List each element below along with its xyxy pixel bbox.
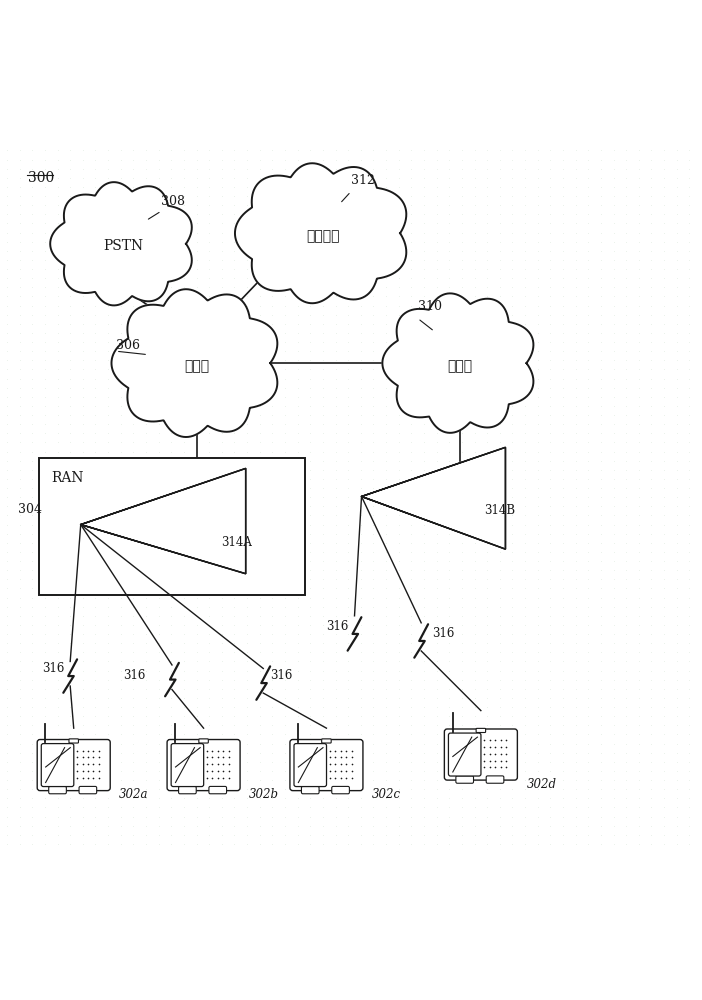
Text: PSTN: PSTN [102, 239, 143, 253]
Text: 302a: 302a [119, 788, 149, 801]
FancyBboxPatch shape [199, 739, 208, 743]
Text: 因特网: 因特网 [447, 359, 472, 373]
Text: 310: 310 [418, 300, 442, 313]
Text: 316: 316 [42, 662, 65, 675]
Text: 304: 304 [18, 503, 41, 516]
FancyBboxPatch shape [48, 786, 67, 794]
FancyBboxPatch shape [444, 729, 517, 780]
FancyBboxPatch shape [476, 728, 486, 733]
Text: 314B: 314B [484, 504, 515, 517]
FancyBboxPatch shape [209, 786, 227, 794]
Text: 核心网: 核心网 [184, 359, 209, 373]
Text: 316: 316 [432, 627, 454, 640]
FancyBboxPatch shape [290, 740, 363, 791]
Text: 其他网络: 其他网络 [306, 229, 340, 243]
FancyBboxPatch shape [456, 776, 474, 783]
Bar [39, 458, 305, 595]
FancyBboxPatch shape [486, 776, 504, 783]
Text: 306: 306 [116, 339, 140, 352]
FancyBboxPatch shape [79, 786, 97, 794]
Polygon shape [362, 447, 505, 549]
FancyBboxPatch shape [37, 740, 110, 791]
FancyBboxPatch shape [322, 739, 331, 743]
FancyBboxPatch shape [449, 733, 481, 776]
Polygon shape [112, 289, 277, 437]
Text: 302b: 302b [249, 788, 279, 801]
Text: 316: 316 [123, 669, 145, 682]
FancyBboxPatch shape [41, 744, 74, 787]
FancyBboxPatch shape [171, 744, 204, 787]
Text: 312: 312 [351, 174, 375, 187]
Text: RAN: RAN [51, 471, 84, 485]
Text: 314A: 314A [221, 536, 252, 549]
Text: 300: 300 [28, 171, 54, 185]
FancyBboxPatch shape [332, 786, 350, 794]
Polygon shape [383, 293, 534, 433]
Polygon shape [81, 468, 246, 574]
Text: 302d: 302d [526, 778, 557, 791]
FancyBboxPatch shape [178, 786, 197, 794]
Text: 302c: 302c [372, 788, 401, 801]
FancyBboxPatch shape [301, 786, 319, 794]
FancyBboxPatch shape [69, 739, 79, 743]
Text: 316: 316 [270, 669, 293, 682]
Text: 308: 308 [161, 195, 185, 208]
Polygon shape [235, 163, 406, 303]
FancyBboxPatch shape [294, 744, 326, 787]
Text: 316: 316 [326, 620, 349, 633]
Polygon shape [51, 182, 192, 305]
FancyBboxPatch shape [167, 740, 240, 791]
